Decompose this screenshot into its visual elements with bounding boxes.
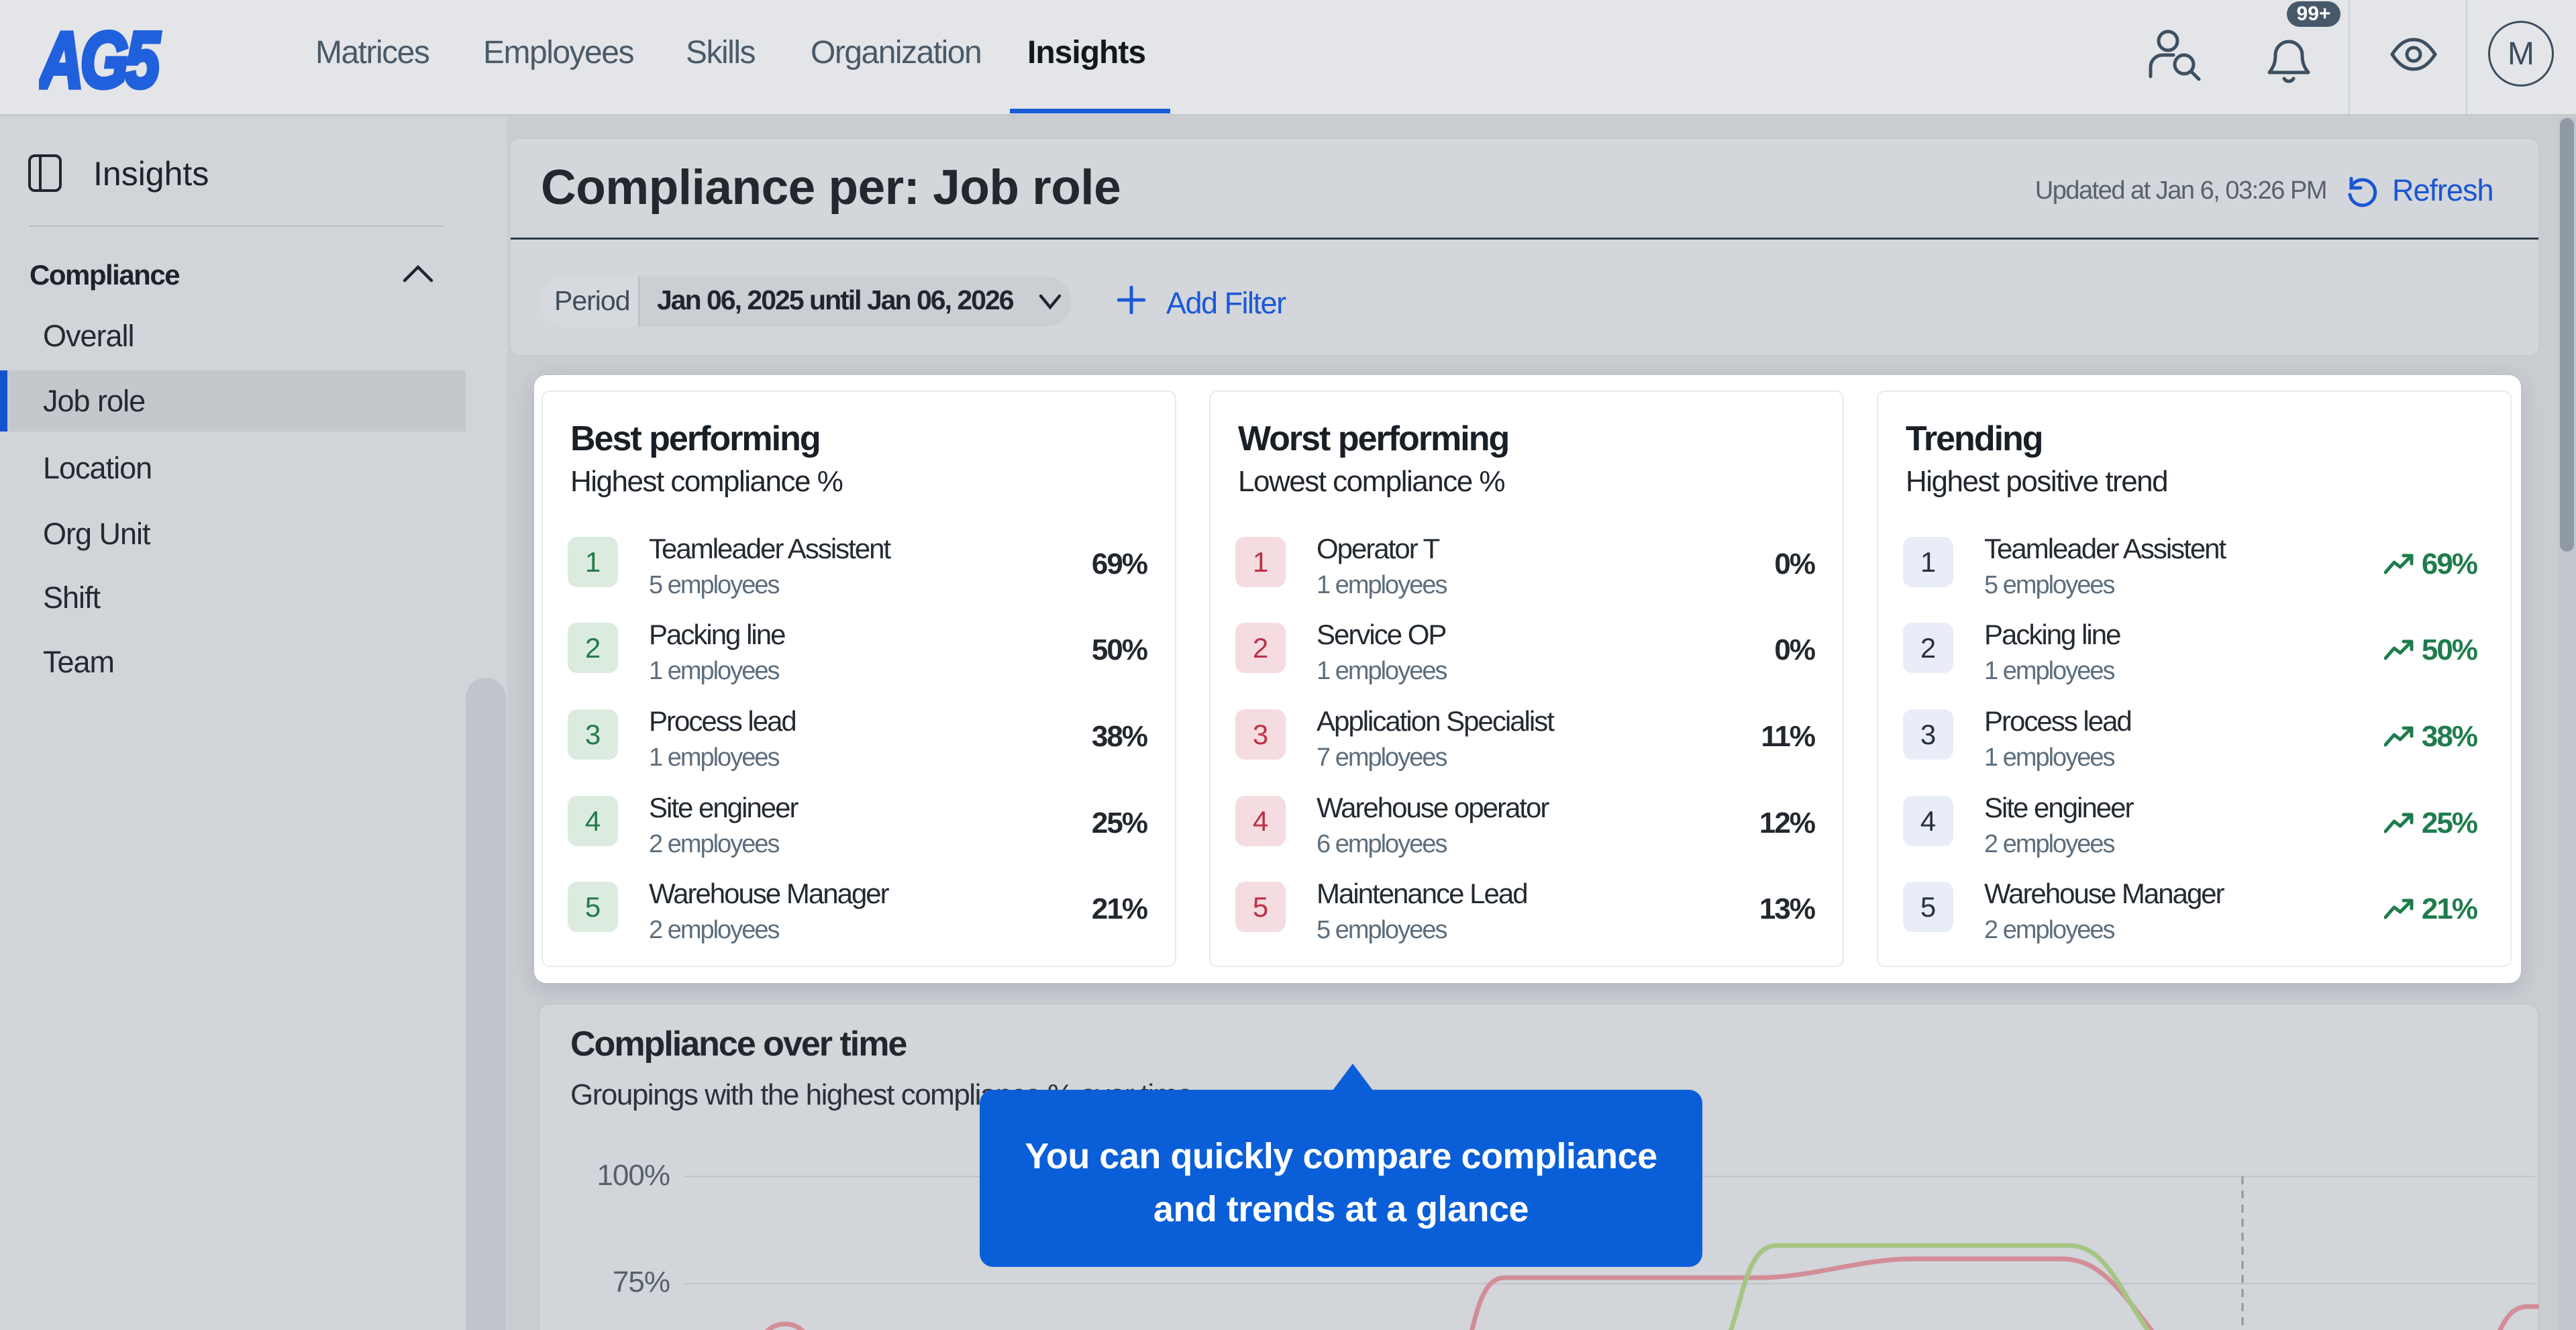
svg-text:AG5: AG5 xyxy=(39,24,161,98)
